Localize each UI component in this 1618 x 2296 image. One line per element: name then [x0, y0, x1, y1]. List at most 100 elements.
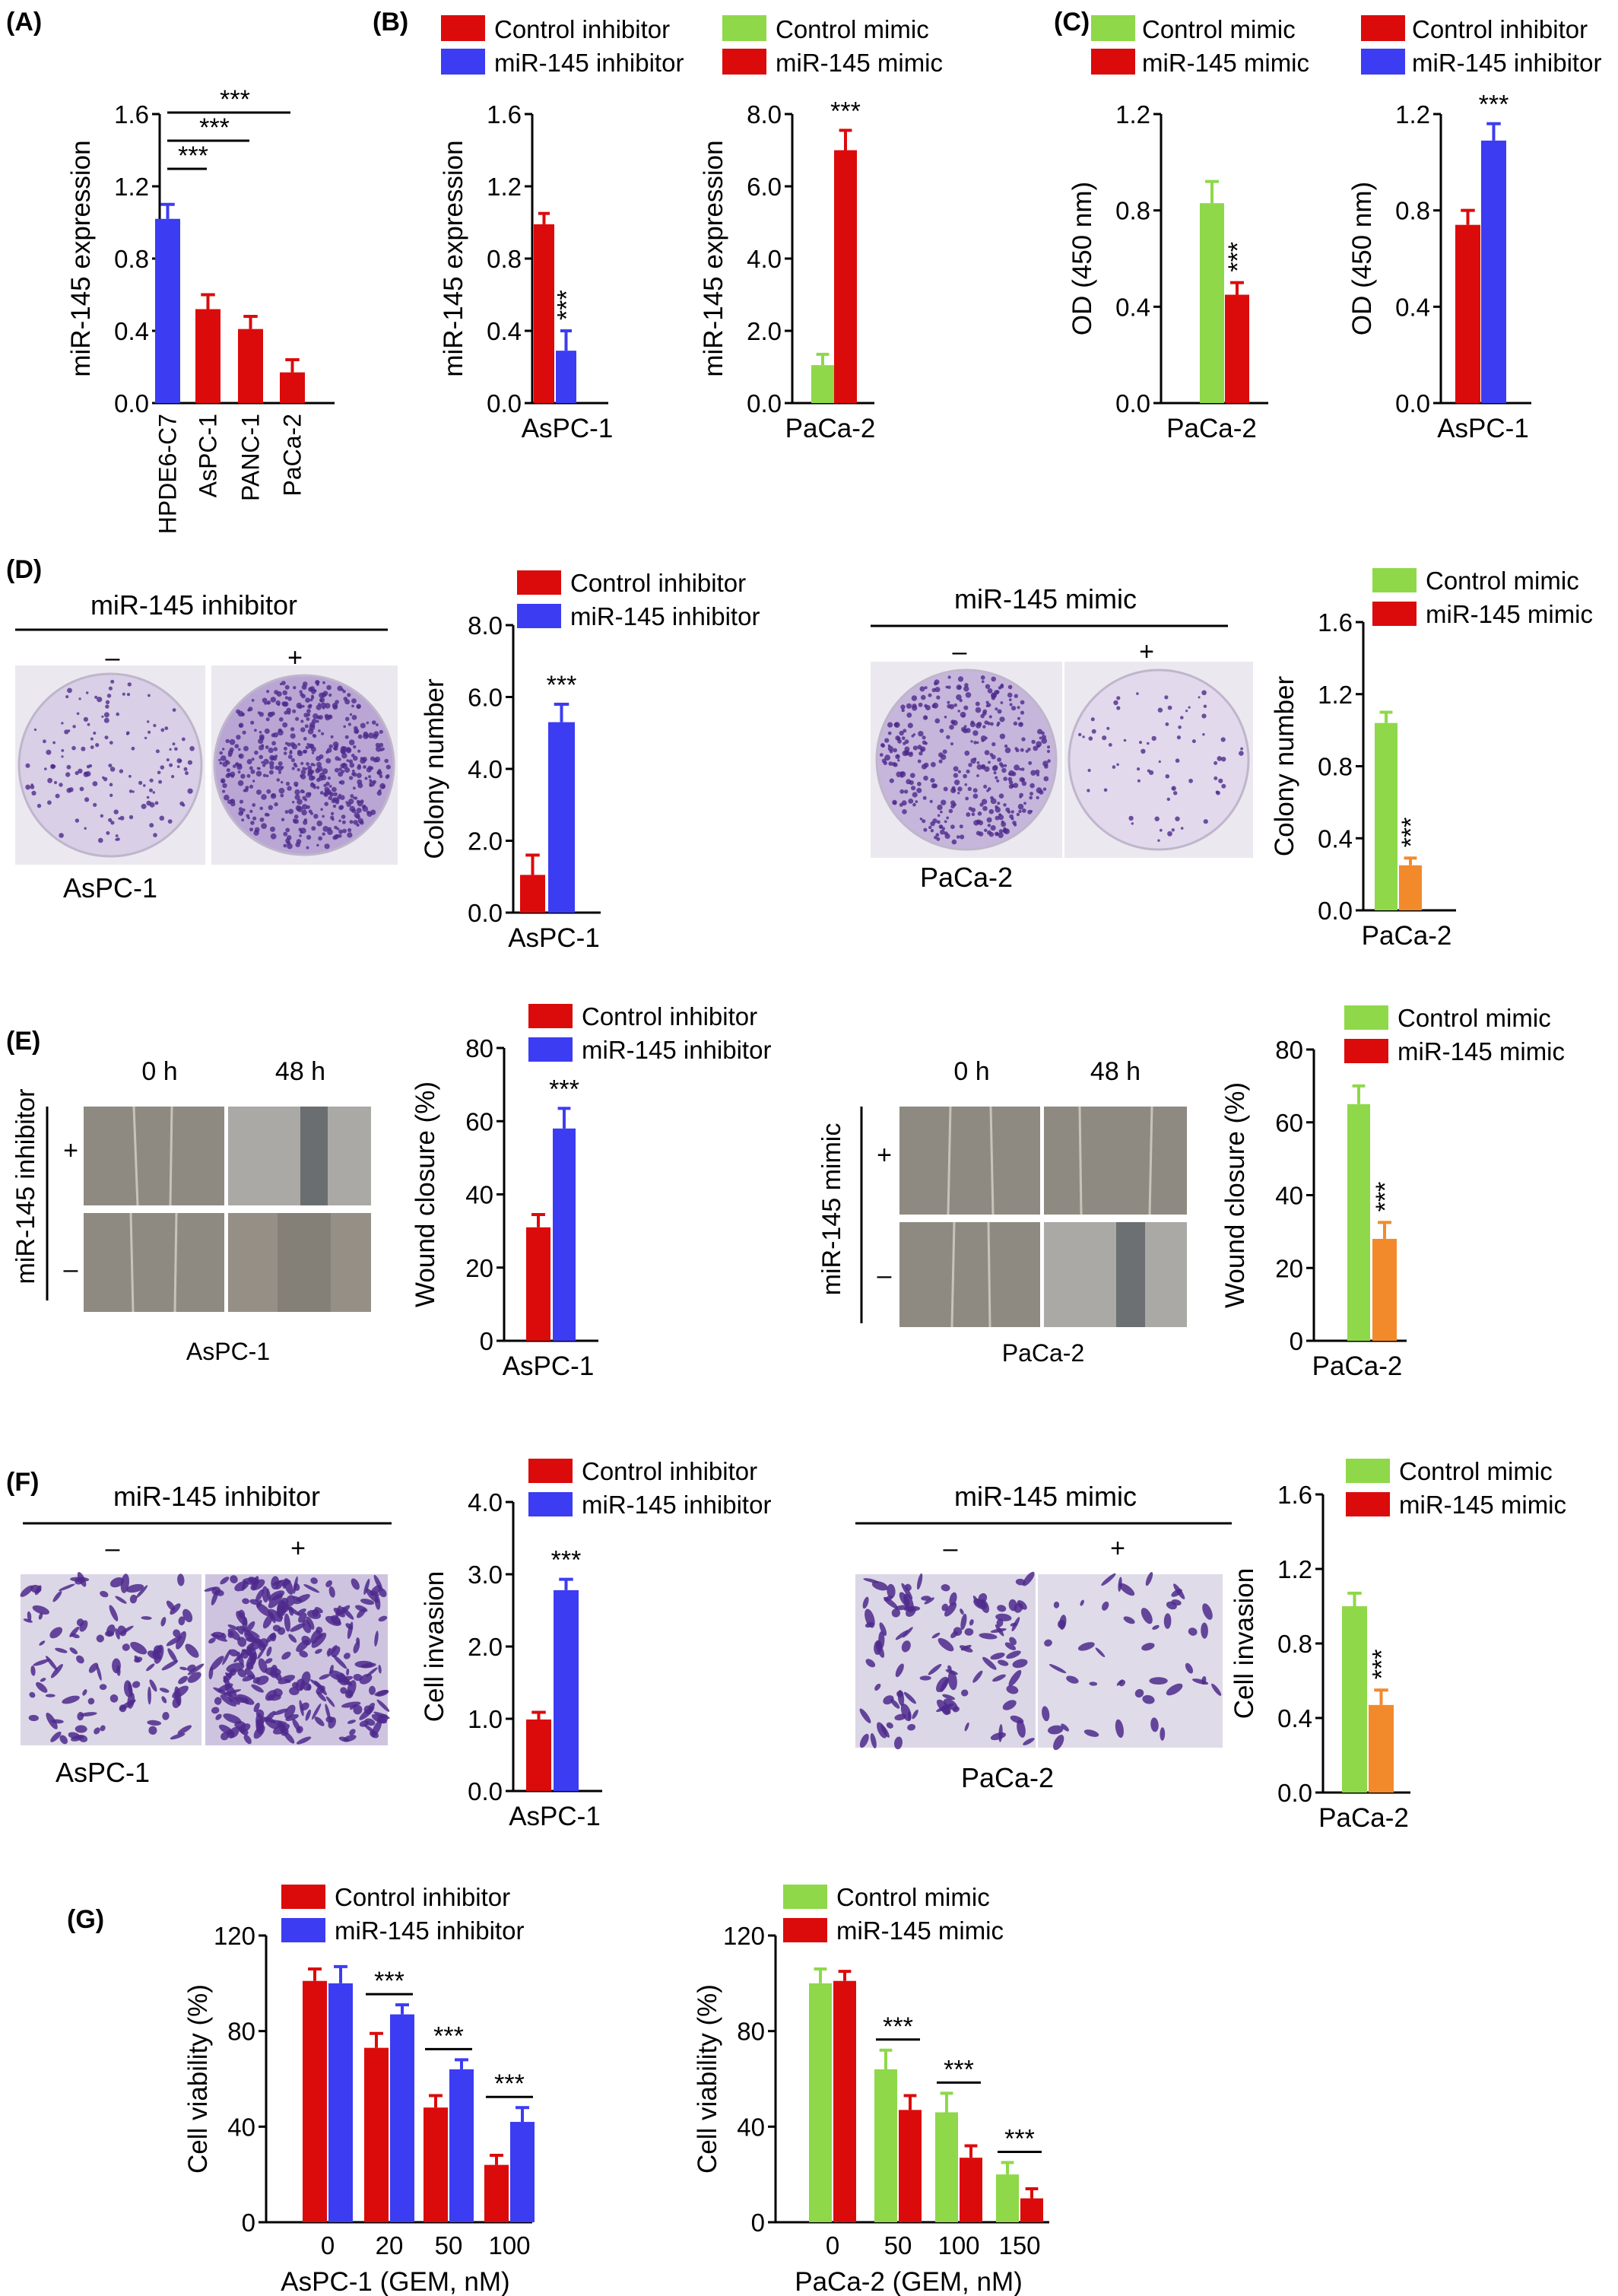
- bar-g1-2-0: [424, 2107, 448, 2222]
- colony-dot: [271, 741, 276, 746]
- bar-e1-0: [526, 1227, 550, 1341]
- colony-dot: [971, 812, 976, 816]
- colony-dot: [287, 710, 291, 715]
- colony-dot: [348, 759, 354, 764]
- colony-dot: [998, 832, 1004, 839]
- invasion-cell: [327, 1645, 338, 1657]
- y-tick-label-g1: 120: [214, 1922, 255, 1950]
- invasion-cell: [311, 1632, 327, 1648]
- colony-dot: [917, 759, 922, 764]
- colony-dot: [1039, 736, 1042, 740]
- invasion-cell: [147, 1720, 162, 1726]
- invasion-cell: [252, 1677, 261, 1684]
- colony-caption-right: PaCa-2: [920, 862, 1013, 893]
- invasion-cell: [211, 1586, 221, 1596]
- colony-dot: [360, 821, 364, 825]
- invasion-cell: [109, 1605, 119, 1621]
- invasion-cell: [240, 1625, 254, 1639]
- colony-dot: [1025, 749, 1029, 753]
- colony-dot: [900, 704, 906, 710]
- invasion-cell: [947, 1670, 957, 1691]
- colony-dot: [238, 811, 243, 816]
- colony-dot: [94, 695, 98, 699]
- y-tick-label-e1: 60: [465, 1107, 493, 1135]
- invasion-cell: [251, 1684, 264, 1693]
- colony-dot: [1221, 783, 1226, 789]
- colony-dot: [363, 731, 369, 737]
- colony-dot: [1218, 778, 1223, 783]
- colony-dot: [128, 789, 133, 793]
- invasion-cell: [1211, 1683, 1222, 1696]
- bar-g2-0-0: [809, 1983, 832, 2222]
- invasion-cell: [284, 1704, 296, 1719]
- colony-dot: [899, 771, 905, 776]
- colony-dot: [326, 684, 332, 691]
- invasion-cell: [928, 1663, 942, 1675]
- colony-dot: [160, 728, 165, 732]
- invasion-cell: [879, 1622, 887, 1636]
- colony-dot: [285, 827, 290, 833]
- colony-dot: [963, 686, 969, 692]
- invasion-cell: [148, 1686, 151, 1705]
- invasion-cell: [316, 1626, 323, 1634]
- colony-dot: [357, 783, 363, 789]
- colony-dot: [338, 834, 342, 838]
- colony-dot: [281, 780, 284, 784]
- colony-dot: [351, 698, 357, 703]
- colony-dot: [309, 783, 316, 788]
- colony-dot: [293, 815, 299, 819]
- invasion-cell: [246, 1640, 262, 1651]
- colony-dot: [338, 819, 341, 823]
- invasion-cell: [365, 1588, 379, 1603]
- colony-dot: [81, 746, 86, 751]
- colony-dot: [302, 767, 306, 770]
- colony-dot: [357, 734, 363, 739]
- invasion-cell: [376, 1699, 390, 1712]
- colony-dot: [1021, 781, 1027, 786]
- colony-dot: [938, 759, 943, 764]
- invasion-cell: [894, 1736, 903, 1750]
- colony-dot: [268, 761, 274, 767]
- y-tick-label-d1: 0.0: [468, 899, 503, 927]
- colony-dot: [283, 843, 287, 848]
- colony-dot: [311, 826, 316, 831]
- colony-dot: [269, 764, 274, 770]
- colony-dot: [930, 821, 935, 827]
- y-tick-label-d1: 2.0: [468, 827, 503, 856]
- y-tick-label-b2: 0.0: [747, 389, 782, 418]
- colony-dot: [254, 750, 259, 755]
- y-tick-label-d2: 0.4: [1318, 824, 1353, 853]
- legend-label-b-3: miR-145 mimic: [776, 49, 943, 77]
- invasion-cell: [69, 1647, 78, 1655]
- wound-image: [228, 1107, 371, 1205]
- wound-col1-left: 48 h: [275, 1057, 325, 1086]
- colony-dot: [376, 790, 382, 796]
- colony-dot: [934, 679, 940, 685]
- colony-dot: [1007, 810, 1011, 814]
- colony-dot: [997, 757, 1001, 762]
- colony-dot: [278, 728, 282, 733]
- colony-dot: [266, 690, 270, 694]
- colony-dot: [294, 794, 300, 800]
- invasion-cell: [325, 1696, 335, 1707]
- invasion-cell: [310, 1577, 318, 1584]
- colony-dot: [977, 811, 982, 816]
- colony-dot: [286, 840, 291, 846]
- invasion-cell: [1201, 1622, 1208, 1639]
- invasion-image-control: [855, 1574, 1036, 1748]
- bar-c2-0: [1455, 224, 1480, 403]
- colony-dot: [950, 800, 956, 805]
- colony-dot: [945, 685, 949, 689]
- colony-dot: [1201, 690, 1207, 696]
- invasion-cell: [228, 1649, 239, 1657]
- invasion-cell: [273, 1708, 288, 1716]
- x-tick-label-a: PaCa-2: [279, 414, 306, 497]
- colony-dot: [880, 743, 885, 748]
- colony-dot: [895, 754, 900, 760]
- invasion-minus-right: –: [944, 1534, 958, 1563]
- colony-dot: [262, 773, 267, 777]
- invasion-cell: [146, 1663, 155, 1672]
- colony-dot: [1014, 747, 1018, 751]
- invasion-cell: [1141, 1608, 1153, 1624]
- invasion-cell: [70, 1577, 90, 1582]
